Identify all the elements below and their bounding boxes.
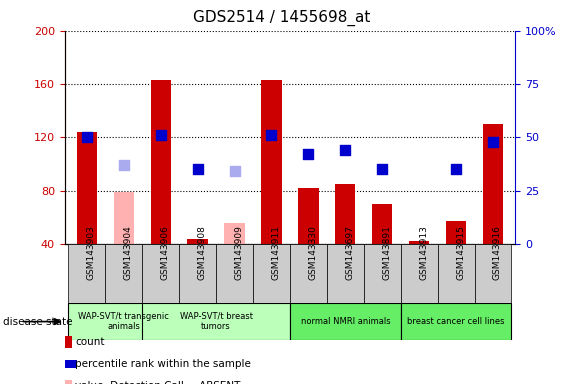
Bar <box>187 238 208 244</box>
Bar <box>142 303 290 340</box>
Text: GSM143903: GSM143903 <box>87 225 96 280</box>
Bar <box>290 244 327 303</box>
Text: percentile rank within the sample: percentile rank within the sample <box>75 359 251 369</box>
Text: GSM143913: GSM143913 <box>419 225 428 280</box>
Bar <box>105 244 142 303</box>
Bar <box>69 244 105 303</box>
Point <box>304 151 313 157</box>
Bar <box>364 244 401 303</box>
Point <box>230 168 239 174</box>
Point <box>267 132 276 138</box>
Bar <box>401 303 511 340</box>
Point <box>156 132 165 138</box>
Bar <box>114 192 134 244</box>
Bar <box>409 241 430 244</box>
Text: count: count <box>75 337 104 347</box>
Text: GSM143908: GSM143908 <box>198 225 207 280</box>
Bar <box>69 303 179 340</box>
Bar <box>437 244 475 303</box>
Text: GSM143891: GSM143891 <box>382 225 391 280</box>
Bar <box>150 80 171 244</box>
Bar <box>225 222 245 244</box>
Point <box>378 166 387 172</box>
Bar <box>253 244 290 303</box>
Text: GSM143697: GSM143697 <box>345 225 354 280</box>
Bar <box>290 303 401 340</box>
Text: GDS2514 / 1455698_at: GDS2514 / 1455698_at <box>193 10 370 26</box>
Bar <box>298 188 319 244</box>
Bar <box>261 80 282 244</box>
Bar <box>401 244 437 303</box>
Bar <box>475 244 511 303</box>
Bar <box>483 124 503 244</box>
Text: WAP-SVT/t breast
tumors: WAP-SVT/t breast tumors <box>180 312 253 331</box>
Bar <box>77 132 97 244</box>
Bar <box>179 244 216 303</box>
Bar <box>335 184 355 244</box>
Text: GSM143915: GSM143915 <box>456 225 465 280</box>
Text: GSM143904: GSM143904 <box>124 225 133 280</box>
Point <box>341 147 350 153</box>
Point <box>193 166 202 172</box>
Point <box>119 162 128 168</box>
Text: GSM143906: GSM143906 <box>160 225 169 280</box>
Text: disease state: disease state <box>3 316 72 327</box>
Point <box>489 139 498 145</box>
Text: breast cancer cell lines: breast cancer cell lines <box>407 317 505 326</box>
Text: value, Detection Call = ABSENT: value, Detection Call = ABSENT <box>75 381 240 384</box>
Text: GSM143911: GSM143911 <box>271 225 280 280</box>
Bar <box>142 244 179 303</box>
Text: GSM143916: GSM143916 <box>493 225 502 280</box>
Bar <box>327 244 364 303</box>
Bar <box>372 204 392 244</box>
Text: normal NMRI animals: normal NMRI animals <box>301 317 390 326</box>
Bar <box>216 244 253 303</box>
Bar <box>446 221 466 244</box>
Text: GSM143909: GSM143909 <box>235 225 244 280</box>
Text: WAP-SVT/t transgenic
animals: WAP-SVT/t transgenic animals <box>78 312 169 331</box>
Point <box>82 134 91 140</box>
Point <box>452 166 461 172</box>
Text: GSM143330: GSM143330 <box>309 225 318 280</box>
